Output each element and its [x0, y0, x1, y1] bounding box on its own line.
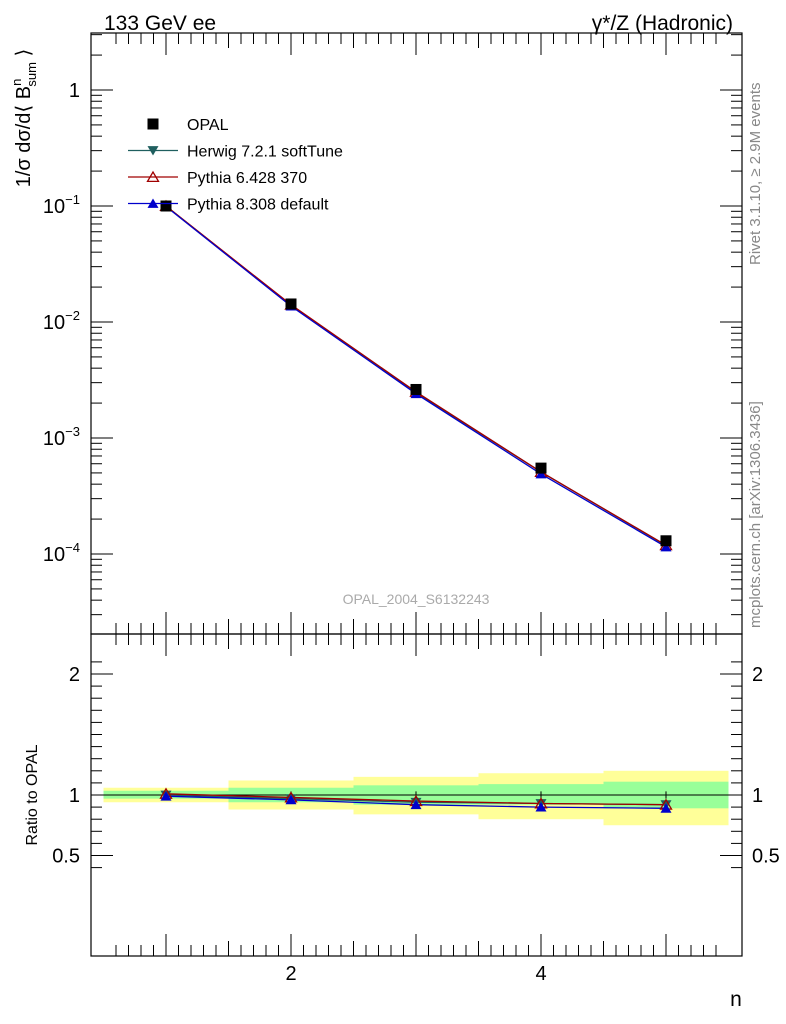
main-ticks: 10−410−310−210−11 — [43, 33, 742, 634]
main-line-2 — [165, 205, 667, 546]
main-series — [159, 199, 673, 552]
ratio-frame — [90, 633, 743, 957]
main-panel: 10−410−310−210−11 OPAL_2004_S6132243 OPA… — [43, 32, 743, 635]
ratio-panel: 0.5 0.5 1 1 2 2 2 4 — [52, 633, 780, 985]
ylabel-part-suffix: ⟩ — [13, 49, 35, 62]
ytick-base: 10 — [43, 544, 65, 566]
ytick-exp: −1 — [65, 192, 80, 207]
main-point-s0 — [660, 535, 672, 547]
header-left: 133 GeV ee — [104, 12, 216, 35]
main-point-s3 — [660, 542, 672, 552]
main-ytick-label: 10−4 — [43, 540, 80, 566]
ratio-point-s2 — [535, 802, 547, 812]
ratio-xlabel: n — [730, 988, 742, 1011]
ytick-exp: −4 — [65, 540, 80, 555]
ratio-point-s2 — [160, 791, 172, 801]
main-point-s0 — [410, 383, 422, 395]
ytick-exp: −2 — [65, 308, 80, 323]
main-ylabel-text: 1/σ dσ/d⟨ Bnsum ⟩ — [9, 49, 39, 188]
ylabel-part-sub: sum — [24, 62, 39, 87]
mcplots-label: mcplots.cern.ch [arXiv:1306.3436] — [747, 401, 764, 628]
ytick-exp: −3 — [65, 424, 80, 439]
ratio-ytick-label-left: 2 — [69, 664, 80, 686]
legend-label-2: Pythia 6.428 370 — [187, 170, 307, 187]
watermark: OPAL_2004_S6132243 — [343, 591, 490, 607]
main-ytick-label: 1 — [69, 80, 80, 102]
legend: OPAL Herwig 7.2.1 softTune Pythia 6.428 37… — [128, 117, 343, 214]
main-line-1 — [165, 205, 667, 547]
legend-label-1: Herwig 7.2.1 softTune — [187, 144, 343, 161]
legend-label-0: OPAL — [187, 117, 229, 134]
ratio-ytick-label-right: 2 — [752, 664, 763, 686]
main-point-s0 — [160, 200, 172, 212]
ylabel-part-prefix: 1/σ dσ/d⟨ B — [13, 86, 35, 187]
ratio-series — [159, 787, 673, 813]
ratio-ytick-label-right: 0.5 — [752, 846, 780, 868]
header-right: γ*/Z (Hadronic) — [592, 12, 733, 35]
legend-marker-3 — [147, 198, 159, 208]
legend-marker-0 — [147, 118, 159, 130]
rivet-label: Rivet 3.1.10, ≥ 2.9M events — [747, 83, 764, 266]
ylabel-part-sup: n — [9, 79, 24, 86]
ytick-base: 10 — [43, 312, 65, 334]
ratio-ticks: 0.5 0.5 1 1 2 2 2 4 — [52, 634, 780, 985]
main-point-s3 — [535, 468, 547, 479]
main-ytick-label: 10−1 — [43, 192, 80, 218]
main-point-s0 — [285, 298, 297, 310]
main-ytick-label: 10−3 — [43, 424, 80, 450]
legend-marker-2 — [146, 170, 160, 183]
ytick-base: 10 — [43, 196, 65, 218]
legend-label-3: Pythia 8.308 default — [187, 197, 329, 214]
ytick-base: 10 — [43, 428, 65, 450]
ratio-xtick-label: 4 — [535, 963, 546, 985]
main-ytick-label: 10−2 — [43, 308, 80, 334]
main-ylabel: 1/σ dσ/d⟨ Bnsum ⟩ — [9, 49, 39, 188]
ratio-ytick-label-left: 0.5 — [52, 846, 80, 868]
ratio-ylabel: Ratio to OPAL — [24, 744, 41, 845]
main-point-s0 — [535, 462, 547, 474]
main-line-3 — [165, 205, 667, 548]
legend-marker-1 — [147, 146, 159, 156]
ratio-xtick-label: 2 — [285, 963, 296, 985]
ratio-ytick-label-right: 1 — [752, 785, 763, 807]
ratio-point-s2 — [410, 799, 422, 810]
ratio-point-s2 — [285, 794, 297, 805]
ratio-point-s2 — [660, 803, 672, 813]
ratio-ytick-label-left: 1 — [69, 785, 80, 807]
